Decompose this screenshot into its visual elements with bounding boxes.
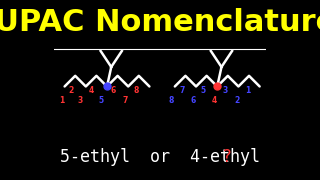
Text: 2: 2 xyxy=(68,86,74,94)
Text: 8: 8 xyxy=(134,86,140,94)
Text: 7: 7 xyxy=(180,86,185,94)
Text: 6: 6 xyxy=(110,86,116,94)
Text: 2: 2 xyxy=(234,96,239,105)
Text: 4: 4 xyxy=(89,86,94,94)
Text: 6: 6 xyxy=(190,96,196,105)
Text: 1: 1 xyxy=(245,86,251,94)
Text: 4: 4 xyxy=(212,96,217,105)
Text: 3: 3 xyxy=(223,86,228,94)
Text: 7: 7 xyxy=(122,96,128,105)
Text: 8: 8 xyxy=(169,96,174,105)
Text: 1: 1 xyxy=(59,96,64,105)
Text: ?: ? xyxy=(222,148,232,166)
Text: 5-ethyl  or  4-ethyl: 5-ethyl or 4-ethyl xyxy=(60,148,260,166)
Text: 5: 5 xyxy=(99,96,104,105)
Text: IUPAC Nomenclature: IUPAC Nomenclature xyxy=(0,8,320,37)
Text: 5: 5 xyxy=(201,86,206,94)
Text: 3: 3 xyxy=(78,96,83,105)
